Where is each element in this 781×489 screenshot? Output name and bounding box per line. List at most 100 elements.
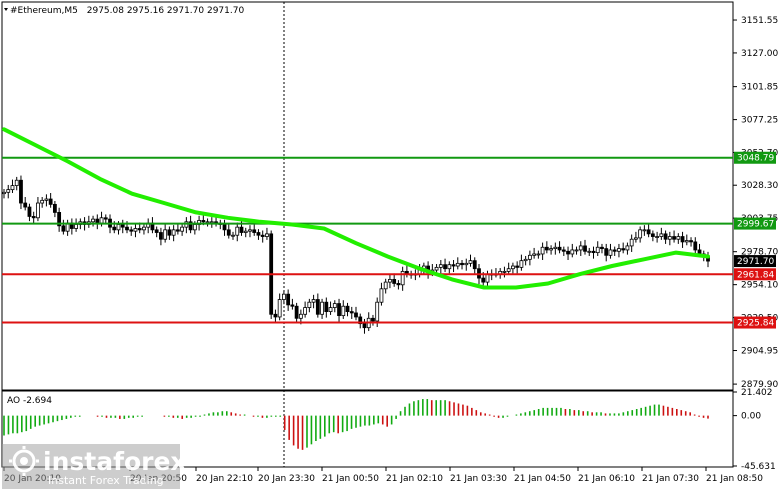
candle bbox=[404, 265, 409, 278]
candle-body bbox=[188, 221, 193, 231]
candle bbox=[680, 231, 685, 248]
candle bbox=[650, 230, 655, 242]
candle bbox=[337, 298, 341, 322]
candle bbox=[163, 223, 168, 243]
candle-body bbox=[311, 299, 316, 303]
candle-body bbox=[540, 246, 545, 255]
watermark-tagline: Instant Forex Trading bbox=[48, 474, 164, 487]
ao-tick-label: -45.631 bbox=[741, 462, 776, 472]
candle bbox=[676, 233, 681, 244]
candle-body bbox=[19, 179, 23, 204]
price-tick-label: 2978.70 bbox=[741, 248, 778, 258]
candle-body bbox=[536, 253, 541, 256]
candle-body bbox=[515, 265, 520, 268]
candle-body bbox=[667, 236, 672, 240]
candle bbox=[120, 219, 125, 234]
candle-body bbox=[256, 232, 261, 236]
candle bbox=[95, 214, 100, 230]
price-tick-label: 3077.25 bbox=[741, 116, 778, 126]
candle-body bbox=[239, 226, 244, 233]
candle-body bbox=[48, 198, 53, 205]
candle-body bbox=[52, 203, 57, 213]
candle-body bbox=[689, 240, 693, 243]
level-tag: 3048.79 bbox=[734, 151, 776, 164]
candle-body bbox=[362, 323, 367, 329]
ao-axis: 21.402 0.00 -45.631 bbox=[733, 388, 776, 472]
candle-body bbox=[583, 245, 587, 252]
candle-body bbox=[298, 313, 303, 319]
candle bbox=[146, 218, 151, 234]
candle bbox=[180, 223, 185, 236]
candle-body bbox=[434, 266, 439, 271]
candle bbox=[248, 225, 252, 238]
candle bbox=[519, 254, 524, 271]
candle bbox=[282, 290, 286, 305]
candle-body bbox=[320, 301, 324, 315]
price-panel-frame bbox=[1, 1, 734, 391]
candle bbox=[506, 262, 511, 275]
candle-body bbox=[506, 268, 511, 272]
candle bbox=[600, 243, 604, 254]
candle bbox=[634, 231, 638, 243]
candle-body bbox=[175, 229, 180, 232]
last-price-tag: 2971.70 bbox=[734, 255, 776, 268]
candle bbox=[646, 223, 651, 238]
time-tick-label: 20 Jan 22:10 bbox=[196, 474, 253, 484]
candle-body bbox=[672, 236, 676, 240]
candle bbox=[587, 247, 592, 256]
candle-body bbox=[383, 281, 388, 290]
candle-body bbox=[612, 249, 617, 252]
candle bbox=[451, 259, 456, 273]
candle bbox=[706, 251, 710, 268]
candle-body bbox=[40, 199, 45, 204]
candle-body bbox=[74, 224, 78, 229]
candle bbox=[642, 225, 647, 236]
candle bbox=[222, 219, 227, 236]
candle-body bbox=[659, 233, 664, 237]
candle-body bbox=[566, 250, 570, 255]
candle bbox=[36, 197, 40, 222]
candle-body bbox=[358, 316, 363, 325]
candle bbox=[341, 300, 346, 319]
time-tick-label: 21 Jan 07:30 bbox=[642, 474, 699, 484]
candle bbox=[460, 259, 464, 270]
candle-body bbox=[6, 189, 11, 193]
candle-body bbox=[57, 212, 62, 227]
candle-body bbox=[2, 191, 6, 195]
level-tag-label: 2925.84 bbox=[737, 319, 774, 329]
candle bbox=[52, 201, 57, 218]
candle bbox=[604, 243, 609, 262]
candle bbox=[578, 241, 583, 256]
candle-body bbox=[400, 270, 405, 286]
candle-body bbox=[294, 305, 299, 319]
candle-body bbox=[116, 224, 121, 231]
candle-body bbox=[27, 206, 32, 217]
candle-body bbox=[36, 202, 40, 219]
candle-body bbox=[265, 233, 269, 237]
candle bbox=[57, 207, 62, 232]
level-tag-label: 2999.67 bbox=[737, 220, 774, 230]
candle bbox=[332, 300, 337, 313]
candle bbox=[502, 266, 507, 278]
candle bbox=[523, 255, 528, 266]
candle-body bbox=[142, 226, 146, 231]
price-tick-label: 2904.95 bbox=[741, 347, 778, 357]
candle-body bbox=[125, 226, 129, 231]
candle bbox=[621, 242, 626, 254]
candle-body bbox=[99, 217, 104, 224]
candle bbox=[184, 217, 189, 234]
candle-body bbox=[604, 248, 609, 256]
candle bbox=[354, 306, 358, 321]
candle-body bbox=[103, 217, 108, 220]
candle bbox=[209, 217, 214, 228]
candle-body bbox=[578, 245, 583, 251]
candle-body bbox=[591, 250, 596, 254]
symbol-label: #Ethereum,M5 bbox=[10, 6, 78, 16]
candle bbox=[667, 231, 672, 246]
candle bbox=[61, 219, 66, 235]
level-tag: 2925.84 bbox=[734, 316, 776, 329]
candle bbox=[400, 266, 405, 291]
candle-body bbox=[23, 202, 28, 208]
candle-body bbox=[133, 228, 138, 232]
